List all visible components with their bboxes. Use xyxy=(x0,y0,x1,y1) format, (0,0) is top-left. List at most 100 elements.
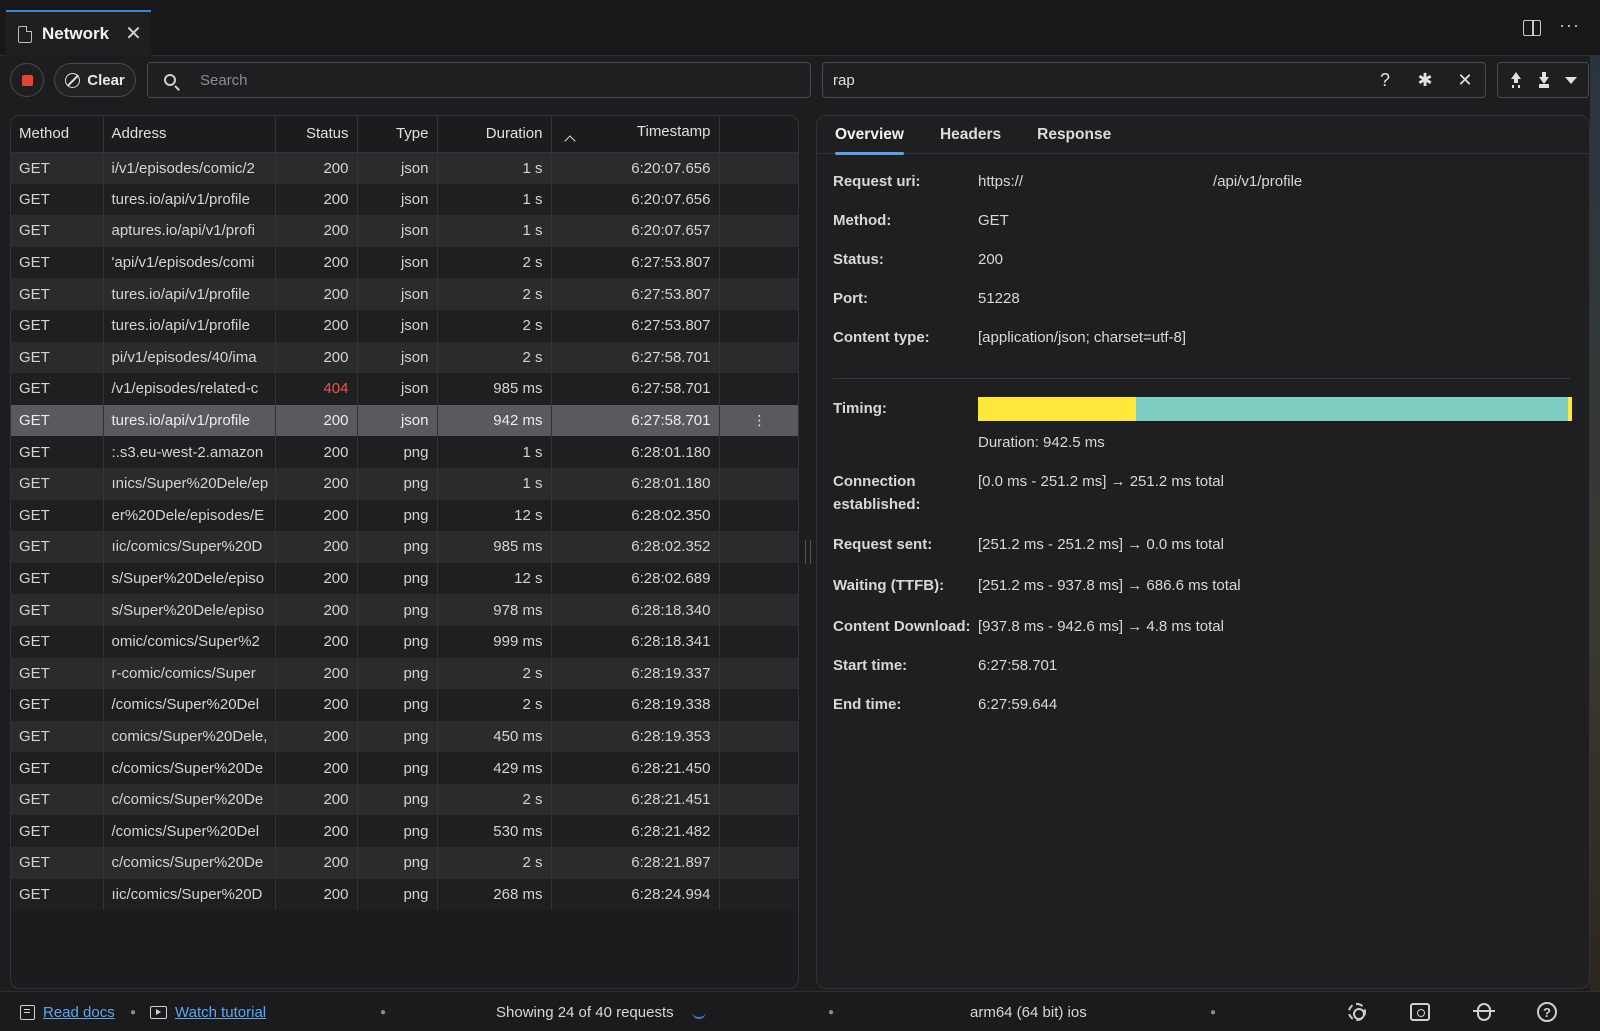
cell-method: GET xyxy=(11,562,104,595)
cell-address: c/comics/Super%20De xyxy=(103,847,276,879)
cell-type: png xyxy=(357,752,438,784)
cell-address: 'api/v1/episodes/comi xyxy=(103,246,276,279)
table-row[interactable]: GET:.s3.eu-west-2.amazon 200 png 1 s 6:28:01… xyxy=(11,436,798,468)
table-row[interactable]: GET/v1/episodes/related-c 404 json 985 ms 6:… xyxy=(11,373,798,405)
cell-spacer xyxy=(719,752,798,784)
cell-method: GET xyxy=(11,373,104,405)
debug-button[interactable] xyxy=(1472,1000,1496,1024)
table-row[interactable]: GET'api/v1/episodes/comi 200 json 2 s 6:27:5… xyxy=(11,246,798,279)
stop-recording-button[interactable] xyxy=(10,63,44,97)
tab-headers[interactable]: Headers xyxy=(939,126,1002,143)
table-row[interactable]: GET c/comics/Super%20De 200 png 2 s 6:28:21.4… xyxy=(11,783,798,816)
cell-type: json xyxy=(357,183,438,216)
cell-address: comics/Super%20Dele, xyxy=(103,720,276,753)
tab-network[interactable]: Network ✕ xyxy=(6,10,151,56)
cell-address: /comics/Super%20Del xyxy=(103,815,276,848)
watch-tutorial-label[interactable]: Watch tutorial xyxy=(175,1003,267,1021)
tab-overview[interactable]: Overview xyxy=(835,116,904,155)
column-timestamp[interactable]: Timestamp xyxy=(551,116,720,153)
filter-help-icon[interactable]: ? xyxy=(1379,69,1390,90)
table-row[interactable]: GET c/comics/Super%20De 200 png 2 s 6:28:21.8… xyxy=(11,847,798,879)
cell-method: GET xyxy=(11,783,104,816)
column-method[interactable]: Method xyxy=(11,116,104,153)
watch-tutorial-link[interactable]: Watch tutorial xyxy=(150,992,266,1031)
cell-spacer xyxy=(719,373,798,405)
start-time-label: Start time: xyxy=(833,657,908,674)
cell-duration: 999 ms xyxy=(437,625,552,658)
gear-icon xyxy=(1348,1003,1366,1021)
table-row[interactable]: GET pi/v1/episodes/40/ima 200 json 2 s 6:27:5… xyxy=(11,341,798,374)
column-address[interactable]: Address xyxy=(103,116,276,153)
table-row[interactable]: GET ıic/comics/Super%20D 200 png 985 ms 6:28:… xyxy=(11,531,798,563)
more-options-icon[interactable]: ··· xyxy=(1559,15,1580,35)
separator-dot: ● xyxy=(828,1006,835,1018)
row-menu-icon[interactable]: ⋮ xyxy=(719,404,798,437)
cell-method: GET xyxy=(11,625,104,658)
status-value: 200 xyxy=(978,251,1004,268)
cell-method: GET xyxy=(11,246,104,279)
table-row[interactable]: GET comics/Super%20Dele, 200 png 450 ms 6:28:… xyxy=(11,720,798,753)
clear-filter-icon[interactable]: ✕ xyxy=(1457,69,1473,90)
upload-icon[interactable] xyxy=(1509,72,1523,88)
request-uri-value: https:///api/v1/profile xyxy=(978,173,1303,190)
table-row[interactable]: GET s/Super%20Dele/episo 200 png 978 ms 6:28:… xyxy=(11,594,798,626)
cell-spacer xyxy=(719,625,798,658)
table-row[interactable]: GET tures.io/api/v1/profile 200 json 1 s 6:20… xyxy=(11,183,798,216)
regex-toggle-icon[interactable]: ✱ xyxy=(1417,69,1433,90)
waiting-label: Waiting (TTFB): xyxy=(833,577,945,594)
cell-duration: 12 s xyxy=(437,499,552,532)
timing-connection-segment xyxy=(978,397,1136,421)
cell-duration: 2 s xyxy=(437,657,552,690)
split-view-icon[interactable] xyxy=(1523,20,1542,36)
table-row[interactable]: GET s/Super%20Dele/episo 200 png 12 s 6:28:02… xyxy=(11,562,798,595)
tab-response[interactable]: Response xyxy=(1037,126,1112,143)
table-row[interactable]: GET/comics/Super%20Del 200 png 2 s 6:28:19.3… xyxy=(11,689,798,721)
filter-box[interactable]: rap ? ✱ ✕ xyxy=(822,62,1486,98)
read-docs-link[interactable]: Read docs xyxy=(20,992,115,1031)
close-tab-icon[interactable]: ✕ xyxy=(125,23,142,45)
table-row[interactable]: GET r-comic/comics/Super 200 png 2 s 6:28:19.… xyxy=(11,657,798,690)
download-icon[interactable] xyxy=(1537,72,1551,88)
clear-button[interactable]: Clear xyxy=(54,63,136,97)
download-label: Content Download: xyxy=(833,618,971,635)
cell-address: /comics/Super%20Del xyxy=(103,689,276,721)
cell-address: omic/comics/Super%2 xyxy=(103,625,276,658)
cell-method: GET xyxy=(11,752,104,784)
filter-input[interactable]: rap xyxy=(833,71,855,89)
table-row[interactable]: GET tures.io/api/v1/profile 200 json 2 s 6:27… xyxy=(11,309,798,342)
cell-status: 200 xyxy=(275,183,358,216)
column-duration[interactable]: Duration xyxy=(437,116,552,153)
cell-timestamp: 6:28:18.341 xyxy=(551,625,720,658)
search-input[interactable] xyxy=(198,70,758,90)
table-row[interactable]: GET i/v1/episodes/comic/2 200 json 1 s 6:20:0… xyxy=(11,152,798,184)
cell-spacer xyxy=(719,309,798,342)
chevron-down-icon[interactable] xyxy=(1565,76,1577,84)
table-row[interactable]: GET omic/comics/Super%2 200 png 999 ms 6:28:1… xyxy=(11,625,798,658)
table-row[interactable]: GET er%20Dele/episodes/E 200 png 12 s 6:28:02… xyxy=(11,499,798,532)
cell-timestamp: 6:28:18.340 xyxy=(551,594,720,626)
cell-type: png xyxy=(357,436,438,468)
help-button[interactable]: ? xyxy=(1535,1000,1559,1024)
cell-address: /v1/episodes/related-c xyxy=(103,373,276,405)
table-row[interactable]: GET/comics/Super%20Del 200 png 530 ms 6:28:2… xyxy=(11,815,798,848)
cell-address: s/Super%20Dele/episo xyxy=(103,594,276,626)
extensions-button[interactable] xyxy=(1408,1000,1432,1024)
cell-type: png xyxy=(357,562,438,595)
read-docs-label[interactable]: Read docs xyxy=(43,1003,115,1021)
cell-spacer xyxy=(719,657,798,690)
table-row[interactable]: GET tures.io/api/v1/profile 200 json 2 s 6:27… xyxy=(11,278,798,310)
column-status[interactable]: Status xyxy=(275,116,358,153)
panel-resize-handle[interactable] xyxy=(805,540,811,564)
table-row[interactable]: GET aptures.io/api/v1/profi 200 json 1 s 6:20… xyxy=(11,215,798,247)
column-type[interactable]: Type xyxy=(357,116,438,153)
cell-method: GET xyxy=(11,657,104,690)
clear-label: Clear xyxy=(87,71,125,89)
table-row[interactable]: GET tures.io/api/v1/profile 200 json 942 ms 6… xyxy=(11,404,798,437)
port-value: 51228 xyxy=(978,290,1020,307)
table-row[interactable]: GET ınics/Super%20Dele/ep 200 png 1 s 6:28:01… xyxy=(11,467,798,500)
table-row[interactable]: GET c/comics/Super%20De 200 png 429 ms 6:28:2… xyxy=(11,752,798,784)
table-row[interactable]: GET ıic/comics/Super%20D 200 png 268 ms 6:28:… xyxy=(11,878,798,911)
settings-button[interactable] xyxy=(1345,1000,1369,1024)
cell-duration: 450 ms xyxy=(437,720,552,753)
